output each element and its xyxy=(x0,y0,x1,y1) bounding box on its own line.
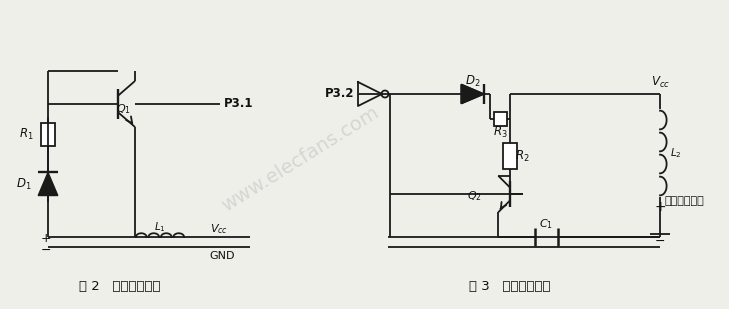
Text: $V_{cc}$: $V_{cc}$ xyxy=(650,74,669,90)
Text: $C_1$: $C_1$ xyxy=(539,217,553,231)
Text: $R_1$: $R_1$ xyxy=(20,127,34,142)
Text: $R_3$: $R_3$ xyxy=(493,125,507,140)
Polygon shape xyxy=(461,84,484,104)
Text: 图 3   信号接收电路: 图 3 信号接收电路 xyxy=(469,281,550,294)
Text: $D_2$: $D_2$ xyxy=(465,74,480,89)
Text: −: − xyxy=(41,243,51,256)
Text: $L_2$: $L_2$ xyxy=(670,146,682,160)
Text: 控制部分接头: 控制部分接头 xyxy=(665,196,705,206)
Text: $Q_2$: $Q_2$ xyxy=(467,189,481,203)
Polygon shape xyxy=(38,172,58,196)
Text: P3.1: P3.1 xyxy=(224,96,254,109)
Text: GND: GND xyxy=(209,251,235,261)
Text: P3.2: P3.2 xyxy=(324,87,354,99)
Text: $R_2$: $R_2$ xyxy=(515,148,530,163)
Bar xyxy=(494,112,507,126)
Text: $D_1$: $D_1$ xyxy=(17,176,32,192)
Text: 图 2   信号发送电路: 图 2 信号发送电路 xyxy=(79,281,161,294)
Text: +: + xyxy=(41,232,51,245)
Text: −: − xyxy=(655,235,666,248)
Bar xyxy=(41,123,55,146)
Text: www.elecfans.com: www.elecfans.com xyxy=(218,103,382,215)
Text: $L_1$: $L_1$ xyxy=(154,220,166,234)
Text: +: + xyxy=(654,200,666,214)
Text: $Q_1$: $Q_1$ xyxy=(116,102,131,116)
Text: $V_{cc}$: $V_{cc}$ xyxy=(210,222,228,236)
Bar xyxy=(503,143,517,169)
